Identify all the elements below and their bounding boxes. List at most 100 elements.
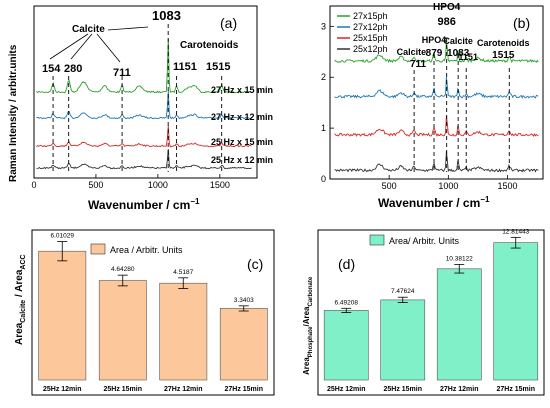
series-label-25x15: 25 Hz x 15 min (211, 137, 273, 147)
panel-a-x-ticks: 0 500 1000 1500 (31, 174, 230, 190)
d-value-label-0: 6.49208 (335, 299, 359, 306)
panel-b-y-ticks: 0 1 2 3 (321, 21, 334, 184)
d-category-label-0: 25Hz 12min (327, 386, 366, 393)
annotation-b-4-value: 1151 (458, 52, 478, 62)
spectrum-b-0 (334, 40, 539, 64)
panel-b-spectra (334, 40, 539, 173)
c-bar-3 (219, 308, 268, 381)
c-value-label-1: 4.64280 (111, 266, 135, 273)
y-tick-label-b-1: 1 (321, 123, 326, 133)
annotation-b-1-value: 879 (426, 48, 443, 59)
peak-label-280: 280 (64, 63, 82, 75)
annotation-b-2-value: 986 (437, 16, 455, 28)
peak-label-1083: 1083 (152, 8, 181, 23)
annotation-b-3-name: Calcite (443, 36, 473, 46)
spectrum-b-1 (334, 76, 539, 99)
c-category-label-0: 25Hz 12min (43, 386, 82, 393)
annotation-b-0-name: Calcite (397, 47, 427, 57)
x-tick-label-b-1: 1000 (438, 181, 458, 191)
panel-b-x-axis-label: Wavenumber / cm−1 (378, 195, 490, 210)
d-value-label-1: 7.47624 (391, 288, 415, 295)
peak-label-1151: 1151 (173, 61, 197, 73)
panel-c-legend-swatch (90, 243, 106, 255)
panel-a: 0 500 1000 1500 (a) Calcite Carotenoids 154… (8, 5, 273, 212)
panel-a-x-axis-label: Wavenumber / cm−1 (88, 197, 200, 212)
d-category-label-1: 25Hz 15min (383, 386, 422, 393)
d-bar-2 (436, 268, 482, 381)
panel-c-frame (31, 229, 275, 396)
panel-a-calcite-arrows (49, 26, 149, 63)
d-bar-1 (380, 299, 426, 381)
x-tick-label-a-2: 1000 (148, 180, 168, 190)
c-bar-1 (98, 280, 147, 381)
panel-c-bars: 6.01029 25Hz 12min 4.64280 25Hz 15min 4.5187… (38, 233, 268, 393)
x-tick-label-a-1: 500 (88, 180, 103, 190)
c-category-label-3: 27Hz 15min (224, 386, 263, 393)
legend-label-b-3: 25x12ph (353, 44, 388, 54)
annotation-b-1-name: HPO4 (422, 35, 447, 45)
panel-c-y-axis-label: AreaCalcite / AreaACC (14, 254, 27, 345)
peak-label-1515: 1515 (206, 61, 230, 73)
annotation-b-0-value: 711 (410, 59, 427, 70)
y-tick-label-b-2: 2 (321, 72, 326, 82)
panel-b-frame (329, 5, 544, 180)
c-category-label-1: 25Hz 15min (103, 386, 142, 393)
y-tick-label-b-0: 0 (321, 174, 326, 184)
d-value-label-2: 10.38122 (446, 255, 473, 262)
panel-a-spectra (36, 38, 252, 170)
panel-b: 500 1000 1500 0 1 2 3 27x15ph27x12ph25x15ph25… (321, 2, 544, 210)
d-category-label-2: 27Hz 12min (440, 386, 479, 393)
panel-c: 6.01029 25Hz 12min 4.64280 25Hz 15min 4.5187… (14, 229, 275, 396)
peak-label-154: 154 (42, 63, 61, 75)
panel-c-legend-label: Area / Arbitr. Units (110, 245, 183, 255)
panel-a-carotenoids-label: Carotenoids (180, 40, 239, 51)
d-category-label-3: 27Hz 15min (496, 386, 535, 393)
series-label-27x12: 27 Hz x 12 min (211, 112, 273, 122)
series-label-25x12: 25 Hz x 12 min (211, 155, 273, 165)
c-bar-2 (159, 282, 208, 381)
c-value-label-3: 3.3403 (234, 297, 254, 304)
c-bar-0 (38, 250, 87, 381)
x-tick-label-b-0: 500 (382, 181, 397, 191)
c-value-label-0: 6.01029 (51, 233, 75, 240)
annotation-b-3-value: 1083 (447, 48, 470, 59)
annotation-b-2-name: HPO4 (433, 2, 461, 13)
d-bar-3 (493, 242, 539, 381)
panel-d: 6.49208 25Hz 12min 7.47624 25Hz 15min 10.381… (302, 228, 545, 396)
spectrum-a-1 (36, 90, 252, 120)
y-tick-label-b-3: 3 (321, 21, 326, 31)
legend-label-b-2: 25x15ph (353, 33, 388, 43)
panel-d-frame (317, 229, 545, 396)
c-category-label-2: 27Hz 12min (164, 386, 203, 393)
panel-a-frame (33, 5, 258, 179)
panel-d-legend-label: Area/ Arbitr. Units (389, 236, 460, 246)
legend-label-b-0: 27x15ph (353, 11, 388, 21)
spectrum-a-3 (36, 149, 252, 170)
c-value-label-2: 4.5187 (173, 269, 193, 276)
series-label-27x15: 27 Hz x 15 min (211, 85, 273, 95)
x-tick-label-a-3: 1500 (210, 180, 230, 190)
panel-c-label: (c) (247, 256, 263, 272)
panel-d-legend-swatch (369, 234, 385, 246)
x-tick-label-b-2: 1500 (497, 181, 517, 191)
d-value-label-3: 12.81443 (502, 228, 529, 235)
annotation-b-5-value: 1515 (492, 50, 515, 61)
spectrum-a-0 (36, 38, 252, 94)
panel-d-y-axis-label: AreaPhosphate/AreaCarbonate (302, 276, 314, 375)
spectrum-b-3 (334, 151, 539, 173)
spectrum-a-2 (36, 125, 252, 148)
spectrum-b-2 (334, 115, 539, 137)
panel-d-bars: 6.49208 25Hz 12min 7.47624 25Hz 15min 10.381… (323, 228, 539, 393)
panel-a-calcite-label: Calcite (72, 24, 105, 35)
panel-a-label: (a) (220, 15, 237, 31)
x-tick-label-a-0: 0 (31, 180, 36, 190)
panel-a-peak-markers (52, 24, 223, 172)
panel-b-x-ticks: 500 1000 1500 (382, 175, 518, 191)
panel-b-label: (b) (513, 15, 530, 31)
legend-label-b-1: 27x12ph (353, 22, 388, 32)
annotation-b-5-name: Carotenoids (477, 38, 530, 48)
panel-d-label: (d) (338, 256, 355, 272)
